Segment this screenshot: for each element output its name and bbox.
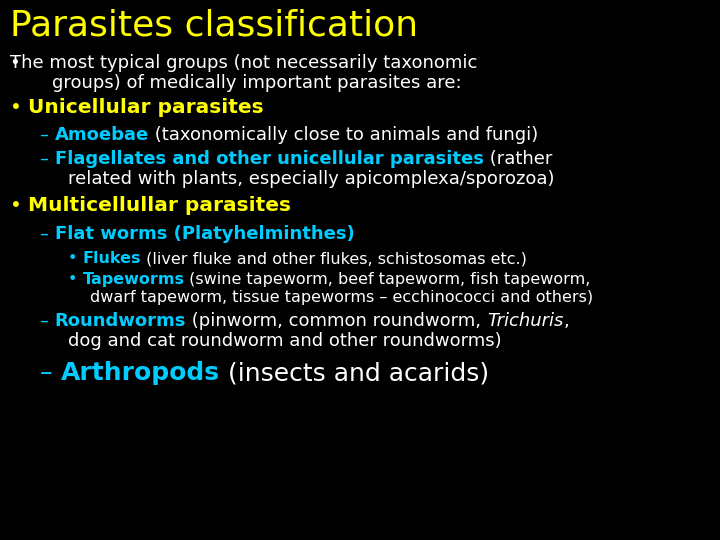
Text: –: – <box>40 225 55 243</box>
Text: Parasites classification: Parasites classification <box>10 8 418 42</box>
Text: groups) of medically important parasites are:: groups) of medically important parasites… <box>52 74 462 92</box>
Text: (swine tapeworm, beef tapeworm, fish tapeworm,: (swine tapeworm, beef tapeworm, fish tap… <box>184 272 591 287</box>
Text: •: • <box>10 54 27 72</box>
Text: –: – <box>40 126 55 144</box>
Text: Arthropods: Arthropods <box>60 361 220 385</box>
Text: Flat worms (Platyhelminthes): Flat worms (Platyhelminthes) <box>55 225 354 243</box>
Text: Roundworms: Roundworms <box>55 312 186 330</box>
Text: ,: , <box>563 312 569 330</box>
Text: (insects and acarids): (insects and acarids) <box>220 361 489 385</box>
Text: (pinworm, common roundworm,: (pinworm, common roundworm, <box>186 312 487 330</box>
Text: Multicellullar parasites: Multicellullar parasites <box>28 196 292 215</box>
Text: •: • <box>68 272 83 287</box>
Text: Tapeworms: Tapeworms <box>83 272 184 287</box>
Text: –: – <box>40 150 55 168</box>
Text: •: • <box>10 196 28 215</box>
Text: (taxonomically close to animals and fungi): (taxonomically close to animals and fung… <box>149 126 539 144</box>
Text: related with plants, especially apicomplexa/sporozoa): related with plants, especially apicompl… <box>68 170 554 188</box>
Text: dwarf tapeworm, tissue tapeworms – ecchinococci and others): dwarf tapeworm, tissue tapeworms – ecchi… <box>90 290 593 305</box>
Text: •: • <box>68 251 83 266</box>
Text: –: – <box>40 361 60 385</box>
Text: Flukes: Flukes <box>83 251 141 266</box>
Text: dog and cat roundworm and other roundworms): dog and cat roundworm and other roundwor… <box>68 332 502 350</box>
Text: Trichuris: Trichuris <box>487 312 563 330</box>
Text: (liver fluke and other flukes, schistosomas etc.): (liver fluke and other flukes, schistoso… <box>141 251 527 266</box>
Text: Amoebae: Amoebae <box>55 126 149 144</box>
Text: Unicellular parasites: Unicellular parasites <box>28 98 264 117</box>
Text: –: – <box>40 312 55 330</box>
Text: •: • <box>10 98 28 117</box>
Text: The most typical groups (not necessarily taxonomic: The most typical groups (not necessarily… <box>10 54 477 72</box>
Text: Flagellates and other unicellular parasites: Flagellates and other unicellular parasi… <box>55 150 484 168</box>
Text: (rather: (rather <box>484 150 552 168</box>
